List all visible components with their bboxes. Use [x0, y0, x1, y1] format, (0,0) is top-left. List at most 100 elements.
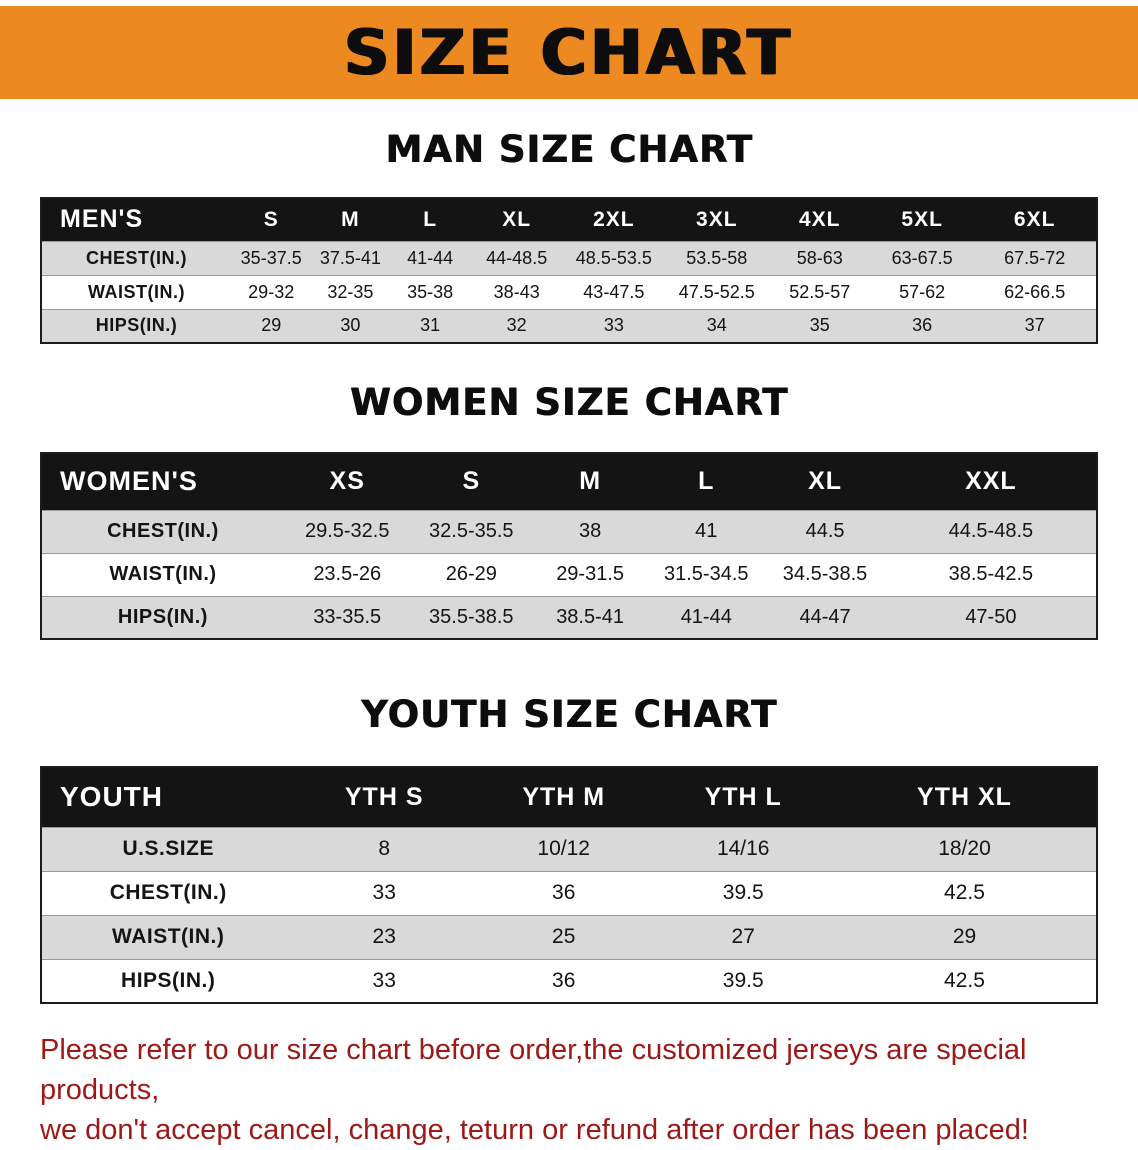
cell: 33 [562, 309, 666, 343]
cell: 34 [665, 309, 769, 343]
cell: 36 [473, 959, 654, 1003]
cell: 42.5 [832, 959, 1097, 1003]
cell: 35.5-38.5 [410, 596, 533, 639]
row-label: U.S.SIZE [41, 827, 295, 871]
cell: 41-44 [389, 241, 471, 275]
youth-size-table: YOUTH YTH S YTH M YTH L YTH XL U.S.SIZE … [40, 766, 1098, 1004]
footer-notice: Please refer to our size chart before or… [40, 1030, 1118, 1150]
youth-ussize-row: U.S.SIZE 8 10/12 14/16 18/20 [41, 827, 1097, 871]
banner: SIZE CHART [0, 6, 1138, 99]
cell: 25 [473, 915, 654, 959]
cell: 67.5-72 [973, 241, 1097, 275]
cell: 63-67.5 [870, 241, 974, 275]
cell: 14/16 [653, 827, 833, 871]
cell: 52.5-57 [768, 275, 871, 309]
row-label: CHEST(IN.) [41, 871, 295, 915]
cell: 32-35 [311, 275, 390, 309]
cell: 8 [294, 827, 474, 871]
cell: 26-29 [410, 553, 533, 596]
cell: 32 [470, 309, 563, 343]
cell: 41-44 [648, 596, 765, 639]
men-table-title: MEN'S [41, 198, 232, 241]
women-col-header: XL [764, 453, 886, 510]
section-women: WOMEN SIZE CHART WOMEN'S XS S M L XL XXL [0, 380, 1138, 640]
youth-col-header: YTH L [653, 767, 833, 827]
row-label: CHEST(IN.) [41, 510, 284, 553]
cell: 27 [653, 915, 833, 959]
cell: 47.5-52.5 [665, 275, 769, 309]
cell: 38.5-42.5 [885, 553, 1097, 596]
men-waist-row: WAIST(IN.) 29-32 32-35 35-38 38-43 43-47… [41, 275, 1097, 309]
men-col-header: 4XL [768, 198, 871, 241]
men-size-table: MEN'S S M L XL 2XL 3XL 4XL 5XL 6XL CHEST… [40, 197, 1098, 344]
youth-header-row: YOUTH YTH S YTH M YTH L YTH XL [41, 767, 1097, 827]
women-col-header: XS [283, 453, 411, 510]
cell: 10/12 [473, 827, 654, 871]
women-size-table: WOMEN'S XS S M L XL XXL CHEST(IN.) 29.5-… [40, 452, 1098, 640]
page-title: SIZE CHART [344, 16, 794, 89]
men-col-header: 5XL [870, 198, 974, 241]
cell: 37.5-41 [311, 241, 390, 275]
cell: 39.5 [653, 871, 833, 915]
cell: 39.5 [653, 959, 833, 1003]
men-col-header: M [311, 198, 390, 241]
men-col-header: S [231, 198, 312, 241]
row-label: HIPS(IN.) [41, 596, 284, 639]
cell: 41 [648, 510, 765, 553]
cell: 38.5-41 [532, 596, 649, 639]
cell: 23 [294, 915, 474, 959]
women-section-heading: WOMEN SIZE CHART [349, 381, 789, 424]
cell: 35 [768, 309, 871, 343]
women-col-header: S [410, 453, 533, 510]
youth-hips-row: HIPS(IN.) 33 36 39.5 42.5 [41, 959, 1097, 1003]
row-label: WAIST(IN.) [41, 553, 284, 596]
row-label: WAIST(IN.) [41, 275, 232, 309]
cell: 30 [311, 309, 390, 343]
cell: 29 [231, 309, 312, 343]
cell: 48.5-53.5 [562, 241, 666, 275]
cell: 57-62 [870, 275, 974, 309]
youth-chest-row: CHEST(IN.) 33 36 39.5 42.5 [41, 871, 1097, 915]
women-col-header: XXL [885, 453, 1097, 510]
women-col-header: M [532, 453, 649, 510]
youth-table-title: YOUTH [41, 767, 295, 827]
cell: 42.5 [832, 871, 1097, 915]
men-section-heading: MAN SIZE CHART [385, 128, 753, 171]
cell: 31.5-34.5 [648, 553, 765, 596]
row-label: CHEST(IN.) [41, 241, 232, 275]
youth-col-header: YTH XL [832, 767, 1097, 827]
cell: 23.5-26 [283, 553, 411, 596]
women-col-header: L [648, 453, 765, 510]
cell: 33-35.5 [283, 596, 411, 639]
footer-notice-line2: we don't accept cancel, change, teturn o… [40, 1114, 1029, 1146]
cell: 32.5-35.5 [410, 510, 533, 553]
men-col-header: 2XL [562, 198, 666, 241]
women-hips-row: HIPS(IN.) 33-35.5 35.5-38.5 38.5-41 41-4… [41, 596, 1097, 639]
row-label: HIPS(IN.) [41, 959, 295, 1003]
cell: 33 [294, 959, 474, 1003]
cell: 36 [870, 309, 974, 343]
youth-waist-row: WAIST(IN.) 23 25 27 29 [41, 915, 1097, 959]
cell: 38-43 [470, 275, 563, 309]
cell: 62-66.5 [973, 275, 1097, 309]
women-chest-row: CHEST(IN.) 29.5-32.5 32.5-35.5 38 41 44.… [41, 510, 1097, 553]
cell: 44.5-48.5 [885, 510, 1097, 553]
cell: 29 [832, 915, 1097, 959]
cell: 44.5 [764, 510, 886, 553]
cell: 33 [294, 871, 474, 915]
youth-section-heading: YOUTH SIZE CHART [360, 693, 778, 736]
cell: 44-48.5 [470, 241, 563, 275]
row-label: HIPS(IN.) [41, 309, 232, 343]
women-header-row: WOMEN'S XS S M L XL XXL [41, 453, 1097, 510]
women-waist-row: WAIST(IN.) 23.5-26 26-29 29-31.5 31.5-34… [41, 553, 1097, 596]
men-hips-row: HIPS(IN.) 29 30 31 32 33 34 35 36 37 [41, 309, 1097, 343]
cell: 34.5-38.5 [764, 553, 886, 596]
cell: 35-38 [389, 275, 471, 309]
size-chart-page: SIZE CHART MAN SIZE CHART MEN'S S M L XL… [0, 6, 1138, 1150]
men-col-header: 6XL [973, 198, 1097, 241]
men-chest-row: CHEST(IN.) 35-37.5 37.5-41 41-44 44-48.5… [41, 241, 1097, 275]
section-men: MAN SIZE CHART MEN'S S M L XL 2XL 3XL 4X… [0, 127, 1138, 344]
cell: 29-32 [231, 275, 312, 309]
row-label: WAIST(IN.) [41, 915, 295, 959]
cell: 35-37.5 [231, 241, 312, 275]
